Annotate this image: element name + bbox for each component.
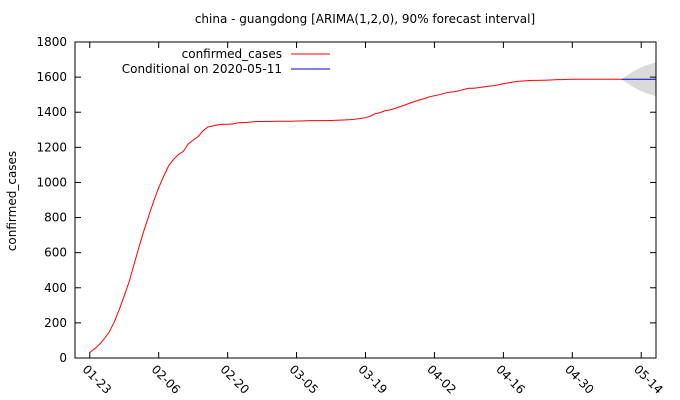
y-tick-label: 1000 [36, 175, 67, 189]
y-tick-label: 600 [44, 246, 67, 260]
x-tick-label: 03-05 [286, 362, 321, 397]
x-tick-label: 03-19 [355, 362, 390, 397]
legend-label-confirmed-cases: confirmed_cases [182, 47, 282, 61]
y-tick-label: 0 [59, 351, 67, 365]
x-tick-label: 02-20 [218, 362, 253, 397]
x-tick-label: 04-30 [562, 362, 597, 397]
y-tick-label: 200 [44, 316, 67, 330]
y-tick-label: 1400 [36, 105, 67, 119]
legend: confirmed_cases Conditional on 2020-05-1… [122, 47, 330, 76]
x-tick-label: 05-14 [631, 362, 666, 397]
y-tick-label: 1800 [36, 35, 67, 49]
y-axis-label: confirmed_cases [5, 151, 19, 251]
confirmed-cases-line [89, 78, 622, 353]
y-tick-label: 1600 [36, 70, 67, 84]
plot-frame [74, 41, 657, 359]
chart-title: china - guangdong [ARIMA(1,2,0), 90% for… [195, 12, 535, 26]
y-tick-label: 1200 [36, 140, 67, 154]
legend-label-conditional: Conditional on 2020-05-11 [122, 62, 282, 76]
y-tick-label: 800 [44, 211, 67, 225]
series-lines-layer [89, 78, 656, 353]
x-tick-label: 02-06 [149, 362, 184, 397]
x-tick-label: 01-23 [80, 362, 115, 397]
y-tick-label: 400 [44, 281, 67, 295]
x-tick-label: 04-16 [493, 362, 528, 397]
x-ticks: 01-23 02-06 02-20 03-05 03-19 04-02 04-16 04-30… [80, 42, 666, 397]
y-ticks: 0 200 400 600 800 1000 1200 1400 1600 1800 [36, 35, 656, 365]
x-tick-label: 04-02 [424, 362, 459, 397]
